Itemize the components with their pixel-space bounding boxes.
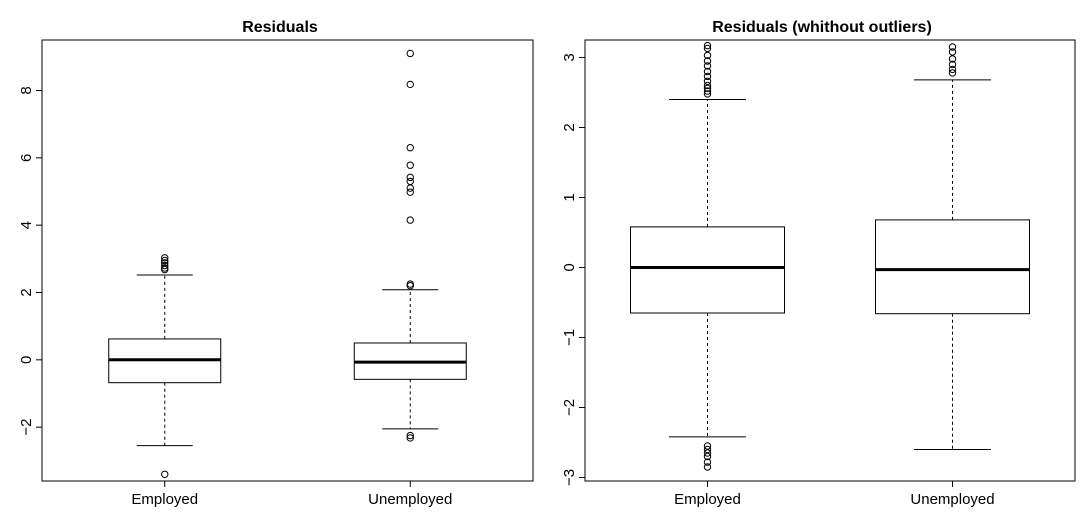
y-tick-label: 0 [561, 263, 578, 271]
outlier-point [406, 80, 414, 89]
outlier-point [703, 67, 712, 76]
outlier-point [948, 43, 957, 51]
outlier-point [406, 188, 414, 196]
outlier-point [406, 282, 414, 290]
outlier-point [703, 442, 712, 450]
outlier-point [703, 458, 712, 466]
outlier-point [703, 57, 712, 65]
y-tick-label: 1 [561, 193, 578, 201]
outlier-point [406, 144, 414, 152]
y-tick-label: 2 [18, 288, 35, 296]
outlier-point [703, 463, 712, 471]
outlier-point [161, 470, 169, 478]
outlier-point [948, 48, 957, 56]
box-employed [630, 41, 785, 471]
y-tick-label: 8 [18, 86, 35, 94]
outlier-point [703, 84, 712, 93]
outlier-point [948, 65, 957, 74]
outlier-point [406, 184, 414, 192]
outlier-point [703, 77, 712, 86]
y-tick-label: 4 [18, 221, 35, 229]
x-tick-label: Unemployed [910, 491, 994, 508]
y-tick-label: −2 [561, 399, 578, 416]
y-tick-label: −3 [561, 469, 578, 486]
outlier-point [703, 44, 712, 53]
outlier-point [406, 49, 414, 58]
box-unemployed [353, 49, 467, 442]
y-tick-label: −2 [18, 419, 35, 436]
plot-frame [41, 39, 534, 482]
x-tick-label: Employed [131, 491, 198, 508]
outlier-point [161, 265, 169, 274]
outlier-point [703, 72, 712, 81]
outlier-point [703, 87, 712, 95]
outlier-point [703, 81, 712, 90]
outlier-point [703, 90, 712, 98]
box-unemployed [875, 43, 1030, 450]
y-tick-label: 2 [561, 123, 578, 131]
chart-panel-2: Residuals (whithout outliers) −3 −2 −1 0 1 2 3 E… [561, 19, 1076, 508]
x-tick-label: Unemployed [368, 491, 452, 508]
outlier-point [948, 69, 957, 77]
outlier-point [948, 55, 957, 63]
outlier-point [703, 51, 712, 60]
outlier-point [161, 256, 169, 265]
outlier-point [703, 452, 712, 461]
y-tick-label: 3 [561, 53, 578, 61]
outlier-point [406, 216, 414, 224]
y-tick-label: 6 [18, 154, 35, 162]
outlier-point [161, 254, 169, 262]
y-tick-label: 0 [18, 356, 35, 364]
y-tick-label: −1 [561, 329, 578, 346]
chart-title: Residuals (whithout outliers) [712, 19, 932, 36]
iqr-box [875, 219, 1030, 315]
x-tick-label: Employed [674, 491, 741, 508]
outlier-point [703, 62, 712, 70]
outlier-point [161, 261, 169, 270]
outlier-point [406, 434, 414, 442]
outlier-point [406, 431, 414, 440]
outlier-point [703, 449, 712, 457]
outlier-point [948, 60, 957, 69]
plot-frame [584, 39, 1076, 482]
outlier-point [406, 173, 414, 182]
outlier-point [703, 445, 712, 454]
box-employed [108, 254, 222, 478]
outlier-point [406, 161, 414, 169]
chart-panel-1: Residuals −2 0 2 4 6 8 Employed Unemployed [18, 19, 534, 508]
outlier-point [406, 177, 414, 186]
outlier-point [703, 41, 712, 50]
iqr-box [630, 226, 785, 314]
chart-title: Residuals [242, 19, 318, 36]
